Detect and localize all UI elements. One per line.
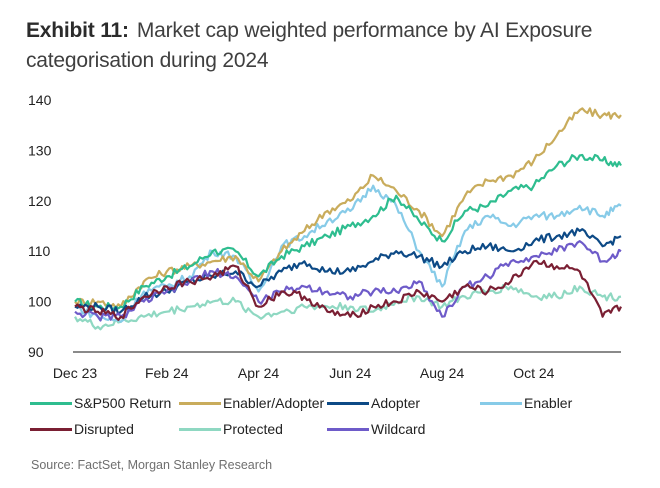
series-line-adopter bbox=[74, 227, 622, 315]
y-tick-label: 110 bbox=[28, 243, 51, 259]
legend-item-enabler-adopter: Enabler/Adopter bbox=[179, 394, 324, 412]
x-tick-label: Jun 24 bbox=[329, 365, 371, 381]
legend-swatch bbox=[327, 401, 369, 405]
y-tick-label: 120 bbox=[28, 193, 52, 209]
legend-swatch bbox=[179, 427, 221, 431]
chart-title: Exhibit 11: Market cap weighted performan… bbox=[26, 16, 646, 76]
x-tick-label: Apr 24 bbox=[238, 365, 279, 381]
legend-swatch bbox=[179, 401, 221, 405]
x-tick-label: Oct 24 bbox=[513, 365, 554, 381]
y-tick-label: 100 bbox=[28, 294, 52, 310]
series-line-enabler bbox=[74, 184, 622, 323]
legend-label: Wildcard bbox=[371, 421, 426, 437]
series-lines bbox=[74, 107, 622, 331]
y-tick-label: 130 bbox=[28, 142, 52, 158]
line-chart: 90 100 110 120 130 140 Dec 23 Feb 24 Apr 24 Jun … bbox=[28, 92, 622, 381]
legend-item-disrupted: Disrupted bbox=[30, 420, 134, 438]
legend-label: Disrupted bbox=[74, 421, 134, 437]
exhibit-label: Exhibit 11: bbox=[26, 19, 129, 42]
legend-item-wildcard: Wildcard bbox=[327, 420, 425, 438]
legend-label: Adopter bbox=[371, 395, 421, 411]
series-line-disrupted bbox=[74, 259, 622, 321]
legend-item-enabler: Enabler bbox=[480, 394, 572, 412]
legend-label: Protected bbox=[223, 421, 283, 437]
x-tick-label: Feb 24 bbox=[145, 365, 189, 381]
legend-swatch bbox=[327, 427, 369, 431]
series-line-wildcard bbox=[74, 240, 622, 322]
y-tick-label: 90 bbox=[28, 344, 44, 360]
legend-swatch bbox=[30, 427, 72, 431]
x-axis-ticks: Dec 23 Feb 24 Apr 24 Jun 24 Aug 24 Oct 24 bbox=[53, 365, 555, 381]
series-line-protected bbox=[74, 284, 622, 331]
exhibit-title: Market cap weighted performance by AI Ex… bbox=[26, 19, 593, 72]
legend-item-adopter: Adopter bbox=[327, 394, 420, 412]
y-tick-label: 140 bbox=[28, 92, 52, 108]
legend-label: Enabler/Adopter bbox=[223, 395, 325, 411]
y-axis-ticks: 90 100 110 120 130 140 bbox=[28, 92, 52, 360]
legend-item-protected: Protected bbox=[179, 420, 283, 438]
series-line-enabler-adopter bbox=[74, 107, 622, 310]
x-tick-label: Dec 23 bbox=[53, 365, 98, 381]
legend-label: Enabler bbox=[524, 395, 573, 411]
legend-label: S&P500 Return bbox=[74, 395, 172, 411]
legend-swatch bbox=[30, 401, 72, 405]
source-note: Source: FactSet, Morgan Stanley Research bbox=[31, 458, 273, 472]
x-tick-label: Aug 24 bbox=[420, 365, 465, 381]
series-line-s-p500-return bbox=[74, 153, 622, 311]
legend-item-s-p500-return: S&P500 Return bbox=[30, 394, 171, 412]
legend-swatch bbox=[480, 401, 522, 405]
